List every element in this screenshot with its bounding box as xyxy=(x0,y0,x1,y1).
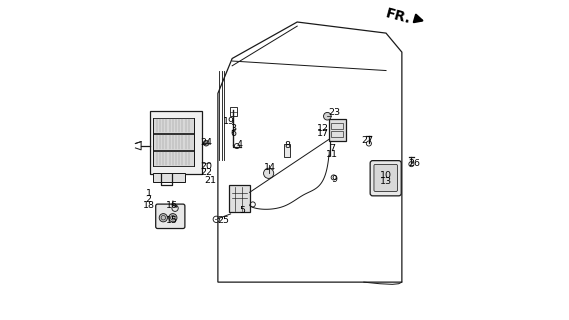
Bar xyxy=(332,131,343,137)
Text: 9: 9 xyxy=(332,175,337,184)
Text: 21: 21 xyxy=(204,176,216,185)
Bar xyxy=(153,134,194,149)
Bar xyxy=(284,143,290,157)
Circle shape xyxy=(324,112,331,120)
Text: 16: 16 xyxy=(166,202,178,211)
Bar xyxy=(153,173,184,182)
Circle shape xyxy=(263,168,274,178)
Bar xyxy=(329,119,347,141)
FancyBboxPatch shape xyxy=(156,204,185,228)
Text: 20: 20 xyxy=(201,162,213,171)
Bar xyxy=(229,185,250,212)
Text: 7: 7 xyxy=(329,144,335,153)
Text: 8: 8 xyxy=(284,141,291,150)
Bar xyxy=(230,107,237,116)
Text: 15: 15 xyxy=(166,216,178,225)
Text: 11: 11 xyxy=(326,150,338,159)
Circle shape xyxy=(169,214,177,222)
FancyBboxPatch shape xyxy=(374,164,397,191)
Text: 13: 13 xyxy=(380,177,392,186)
Text: 27: 27 xyxy=(362,136,374,146)
Text: 18: 18 xyxy=(143,202,155,211)
Text: 1: 1 xyxy=(146,189,152,198)
Text: 10: 10 xyxy=(380,171,392,180)
Text: 17: 17 xyxy=(317,130,329,139)
Text: FR.: FR. xyxy=(384,6,413,27)
Text: 3: 3 xyxy=(230,124,237,133)
Bar xyxy=(150,111,202,174)
Text: 4: 4 xyxy=(237,140,242,149)
Text: 14: 14 xyxy=(264,164,276,172)
Text: 5: 5 xyxy=(240,206,246,215)
Text: 6: 6 xyxy=(231,130,237,139)
Bar xyxy=(153,151,194,166)
FancyArrowPatch shape xyxy=(414,15,422,22)
Text: 22: 22 xyxy=(201,168,213,177)
FancyBboxPatch shape xyxy=(370,161,401,196)
Circle shape xyxy=(159,214,167,222)
Text: 25: 25 xyxy=(217,216,230,225)
Text: 2: 2 xyxy=(146,195,152,204)
Text: 26: 26 xyxy=(409,159,420,168)
Text: 12: 12 xyxy=(317,124,329,133)
Text: 23: 23 xyxy=(328,108,341,117)
Bar xyxy=(332,123,343,129)
Bar xyxy=(153,118,194,133)
Text: 19: 19 xyxy=(223,117,235,126)
Text: 24: 24 xyxy=(201,138,213,147)
Circle shape xyxy=(203,140,209,146)
